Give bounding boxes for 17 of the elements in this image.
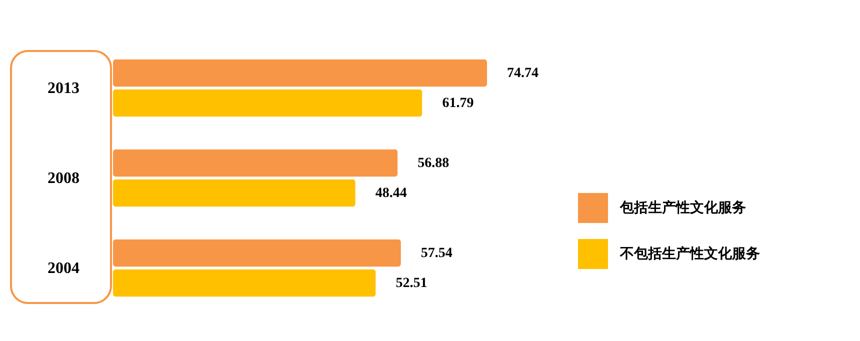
bar (113, 59, 487, 87)
bar (113, 89, 422, 117)
bar (113, 239, 401, 267)
data-label: 74.74 (507, 66, 538, 81)
data-label: 56.88 (418, 156, 450, 171)
data-label: 48.44 (375, 186, 407, 201)
y-tick-label: 2004 (48, 260, 80, 277)
bar (113, 269, 376, 297)
y-tick-label: 2008 (48, 170, 80, 187)
legend-label: 不包括生产性文化服务 (619, 245, 760, 262)
bar (113, 149, 398, 177)
legend-label: 包括生产性文化服务 (619, 199, 746, 216)
y-tick-label: 2013 (48, 80, 80, 97)
bar (113, 179, 356, 207)
data-label: 61.79 (442, 96, 474, 111)
data-label: 52.51 (396, 276, 428, 291)
data-label: 57.54 (420, 246, 452, 261)
